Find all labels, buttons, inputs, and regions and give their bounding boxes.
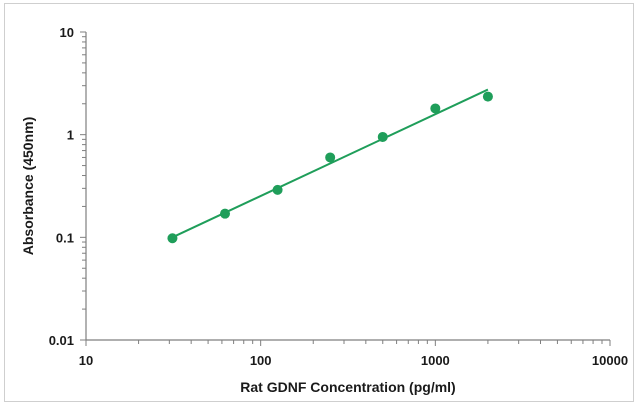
x-tick-label: 1000 bbox=[421, 353, 450, 368]
data-point bbox=[220, 208, 231, 219]
x-tick-labels: 10 100 1000 10000 bbox=[79, 353, 628, 368]
x-tick-label: 10000 bbox=[592, 353, 628, 368]
minor-ticks bbox=[82, 36, 603, 344]
data-point bbox=[167, 233, 178, 244]
data-point bbox=[482, 91, 493, 102]
chart-frame bbox=[4, 3, 634, 402]
x-tick-label: 100 bbox=[250, 353, 272, 368]
data-point bbox=[272, 184, 283, 195]
y-tick-label: 10 bbox=[60, 25, 74, 40]
data-point bbox=[430, 103, 441, 114]
data-points bbox=[167, 91, 493, 244]
x-axis-title: Rat GDNF Concentration (pg/ml) bbox=[240, 379, 455, 395]
data-point bbox=[325, 152, 336, 163]
axes bbox=[85, 32, 610, 341]
x-tick-label: 10 bbox=[79, 353, 93, 368]
trend-line bbox=[172, 88, 489, 239]
y-tick-label: 0.01 bbox=[49, 333, 74, 348]
major-ticks bbox=[80, 31, 611, 346]
y-tick-labels: 0.01 0.1 1 10 bbox=[49, 25, 74, 348]
y-tick-label: 1 bbox=[67, 128, 74, 143]
y-tick-label: 0.1 bbox=[56, 230, 74, 245]
y-axis-title: Absorbance (450nm) bbox=[20, 117, 36, 255]
data-point bbox=[377, 131, 388, 142]
